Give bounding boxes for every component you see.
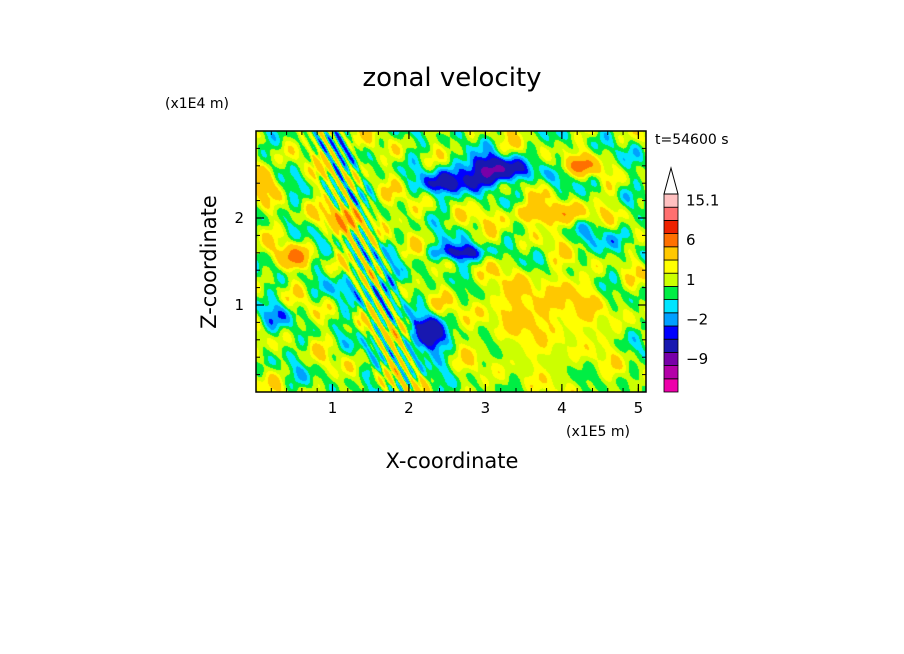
x-tick-label: 1 — [328, 399, 338, 417]
y-scale-label: (x1E4 m) — [165, 96, 229, 112]
colorbar-segment — [663, 312, 679, 327]
colorbar-label: 6 — [686, 231, 696, 249]
y-tick-label: 2 — [234, 209, 244, 227]
time-label: t=54600 s — [655, 132, 729, 148]
plot-frame — [255, 130, 647, 393]
colorbar-segment — [663, 351, 679, 366]
colorbar-segment — [663, 206, 679, 221]
colorbar: 15.1 6 1 −2 −9 — [663, 166, 719, 393]
colorbar-label: −2 — [686, 310, 708, 328]
colorbar-segment — [663, 219, 679, 234]
colorbar-label: −9 — [686, 350, 708, 368]
colorbar-segment — [663, 259, 679, 274]
chart-title: zonal velocity — [362, 63, 541, 93]
colorbar-segment — [663, 378, 679, 393]
x-axis: 1 2 3 4 5 — [270, 131, 644, 417]
colorbar-segment — [663, 325, 679, 340]
colorbar-segment — [663, 272, 679, 287]
colorbar-segment — [663, 285, 679, 300]
colorbar-segment — [663, 338, 679, 353]
colorbar-extend-arrow — [663, 166, 679, 195]
contour-field — [256, 131, 646, 392]
x-scale-label: (x1E5 m) — [566, 424, 630, 440]
x-tick-label: 2 — [404, 399, 414, 417]
colorbar-segment — [663, 246, 679, 261]
colorbar-label: 1 — [686, 271, 696, 289]
colorbar-segment — [663, 233, 679, 248]
y-axis-label: Z-coordinate — [197, 195, 221, 329]
y-tick-label: 1 — [234, 296, 244, 314]
y-axis: 12 — [234, 147, 646, 376]
colorbar-segment — [663, 365, 679, 380]
x-tick-label: 5 — [634, 399, 644, 417]
colorbar-segment — [663, 193, 679, 208]
colorbar-label: 15.1 — [686, 192, 719, 210]
colorbar-segment — [663, 299, 679, 314]
x-axis-label: X-coordinate — [386, 449, 519, 473]
x-tick-label: 4 — [557, 399, 567, 417]
x-tick-label: 3 — [481, 399, 491, 417]
